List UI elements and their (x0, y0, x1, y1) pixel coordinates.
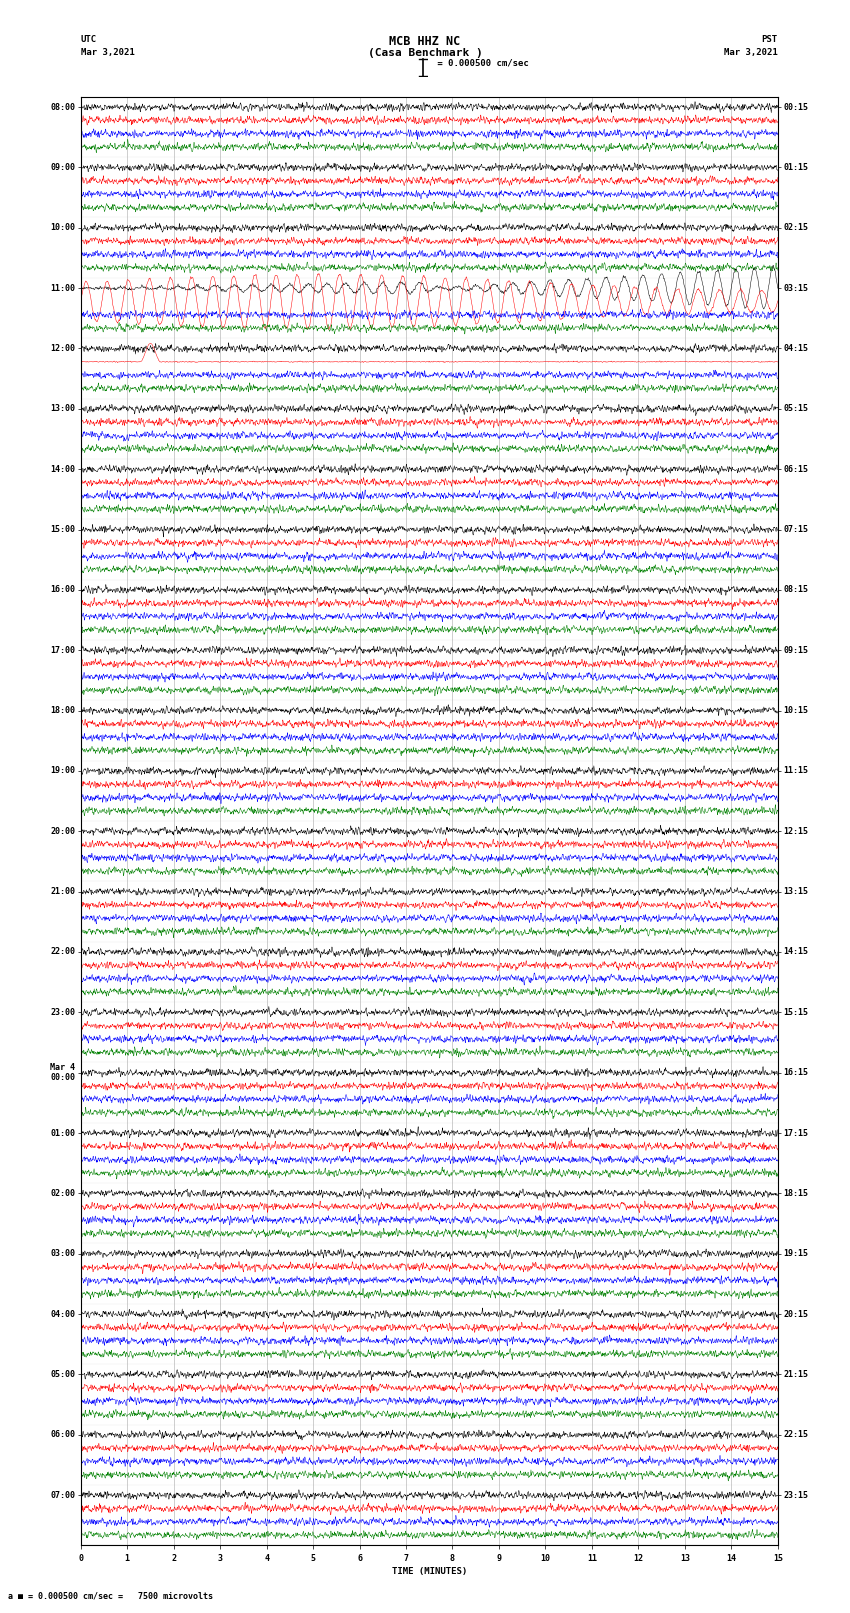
Text: UTC: UTC (81, 35, 97, 45)
Text: (Casa Benchmark ): (Casa Benchmark ) (367, 48, 483, 58)
Text: PST: PST (762, 35, 778, 45)
X-axis label: TIME (MINUTES): TIME (MINUTES) (392, 1568, 467, 1576)
Text: MCB HHZ NC: MCB HHZ NC (389, 35, 461, 48)
Text: Mar 3,2021: Mar 3,2021 (724, 48, 778, 58)
Text: Mar 3,2021: Mar 3,2021 (81, 48, 134, 58)
Text: a ■ = 0.000500 cm/sec =   7500 microvolts: a ■ = 0.000500 cm/sec = 7500 microvolts (8, 1590, 213, 1600)
Text: = 0.000500 cm/sec: = 0.000500 cm/sec (432, 58, 529, 68)
